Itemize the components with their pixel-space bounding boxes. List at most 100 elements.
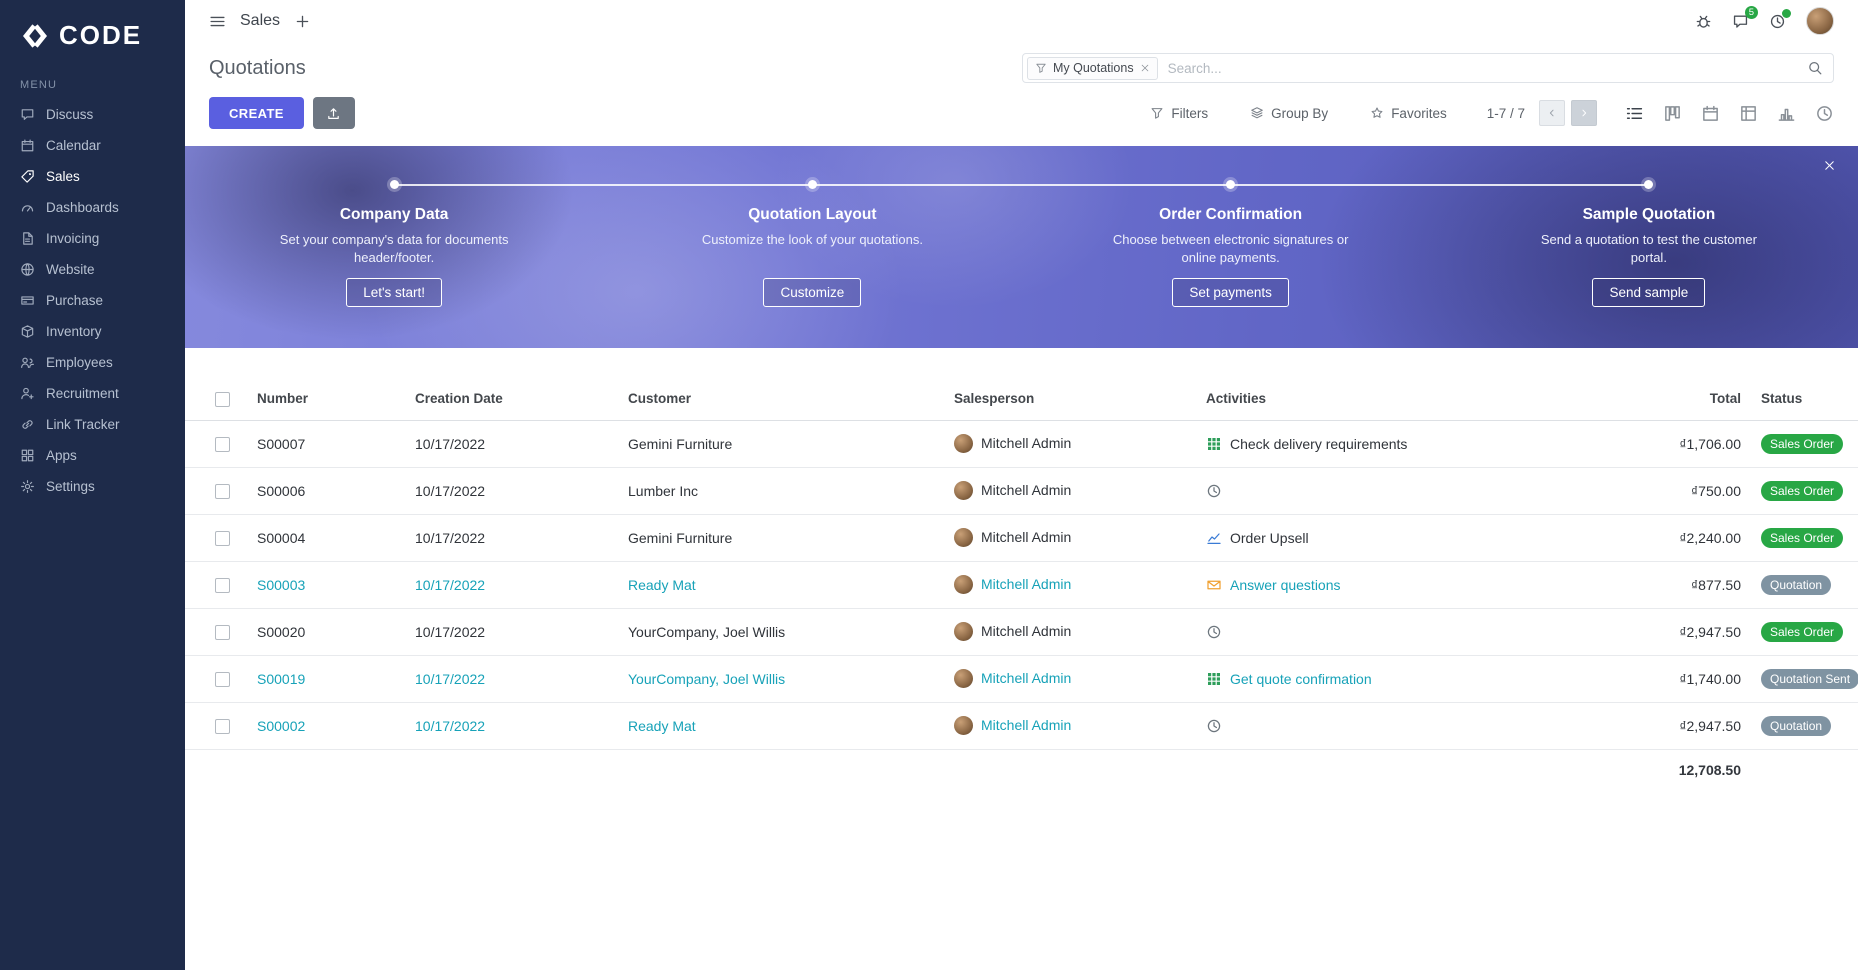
table-row[interactable]: S00003 10/17/2022 Ready Mat Mitchell Adm… xyxy=(185,561,1858,609)
row-checkbox[interactable] xyxy=(215,625,230,641)
cell-number[interactable]: S00004 xyxy=(247,514,405,562)
cell-activities[interactable]: Answer questions xyxy=(1196,561,1541,609)
pager-previous-button[interactable] xyxy=(1539,100,1565,126)
column-header-total[interactable]: Total xyxy=(1541,378,1751,421)
group-by-button[interactable]: Group By xyxy=(1244,105,1334,122)
search-submit-button[interactable] xyxy=(1807,60,1823,76)
cell-activities[interactable]: Get quote confirmation xyxy=(1196,655,1541,703)
messages-button[interactable]: 5 xyxy=(1732,5,1758,30)
debug-button[interactable] xyxy=(1695,13,1712,30)
banner-close-button[interactable] xyxy=(1817,158,1842,173)
column-header-creation-date[interactable]: Creation Date xyxy=(405,378,618,421)
sidebar-item-inventory[interactable]: Inventory xyxy=(0,316,185,347)
sidebar-item-label: Link Tracker xyxy=(46,417,120,432)
step-title: Sample Quotation xyxy=(1582,206,1716,223)
cell-number[interactable]: S00007 xyxy=(247,420,405,468)
row-checkbox[interactable] xyxy=(215,672,230,688)
sidebar-item-apps[interactable]: Apps xyxy=(0,440,185,471)
sidebar-item-employees[interactable]: Employees xyxy=(0,347,185,378)
view-graph-icon xyxy=(1777,104,1796,123)
upload-icon xyxy=(326,106,341,121)
pager-next-button[interactable] xyxy=(1571,100,1597,126)
cell-salesperson: Mitchell Admin xyxy=(944,702,1196,750)
sidebar-item-invoicing[interactable]: Invoicing xyxy=(0,223,185,254)
cell-activities[interactable] xyxy=(1196,467,1541,515)
view-activity-button[interactable] xyxy=(1815,104,1834,123)
import-button[interactable] xyxy=(312,97,355,129)
sidebar-item-calendar[interactable]: Calendar xyxy=(0,130,185,161)
cell-activities[interactable]: Order Upsell xyxy=(1196,514,1541,562)
hamburger-menu-button[interactable] xyxy=(209,13,226,30)
cell-number[interactable]: S00020 xyxy=(247,608,405,656)
sidebar-item-label: Sales xyxy=(46,169,80,184)
sidebar-item-discuss[interactable]: Discuss xyxy=(0,99,185,130)
view-list-button[interactable] xyxy=(1625,104,1644,123)
step-action-button[interactable]: Let's start! xyxy=(346,278,443,307)
table-header-row: Number Creation Date Customer Salesperso… xyxy=(185,378,1858,421)
column-header-number[interactable]: Number xyxy=(247,378,405,421)
column-header-salesperson[interactable]: Salesperson xyxy=(944,378,1196,421)
cell-activities[interactable] xyxy=(1196,702,1541,750)
cell-customer: Ready Mat xyxy=(618,702,944,750)
sidebar-item-website[interactable]: Website xyxy=(0,254,185,285)
column-header-status[interactable]: Status xyxy=(1751,378,1858,421)
search-input[interactable] xyxy=(1157,60,1807,76)
filters-button[interactable]: Filters xyxy=(1144,105,1214,122)
column-header-activities[interactable]: Activities xyxy=(1196,378,1541,421)
row-checkbox[interactable] xyxy=(215,719,230,735)
table-row[interactable]: S00019 10/17/2022 YourCompany, Joel Will… xyxy=(185,655,1858,703)
table-row[interactable]: S00020 10/17/2022 YourCompany, Joel Will… xyxy=(185,608,1858,656)
view-pivot-button[interactable] xyxy=(1739,104,1758,123)
view-kanban-button[interactable] xyxy=(1663,104,1682,123)
view-calendar-button[interactable] xyxy=(1701,104,1720,123)
table-row[interactable]: S00007 10/17/2022 Gemini Furniture Mitch… xyxy=(185,420,1858,468)
cell-activities[interactable] xyxy=(1196,608,1541,656)
cell-creation-date: 10/17/2022 xyxy=(405,561,618,609)
add-tab-button[interactable] xyxy=(294,13,311,30)
user-avatar[interactable] xyxy=(1806,7,1834,35)
view-graph-button[interactable] xyxy=(1777,104,1796,123)
search-options: Filters Group By Favorites xyxy=(1144,105,1452,122)
cell-number[interactable]: S00006 xyxy=(247,467,405,515)
facet-remove-button[interactable] xyxy=(1140,63,1150,73)
sidebar-item-dashboards[interactable]: Dashboards xyxy=(0,192,185,223)
column-header-customer[interactable]: Customer xyxy=(618,378,944,421)
table-row[interactable]: S00004 10/17/2022 Gemini Furniture Mitch… xyxy=(185,514,1858,562)
salesperson-avatar xyxy=(954,528,973,548)
step-action-button[interactable]: Customize xyxy=(763,278,862,307)
favorites-button[interactable]: Favorites xyxy=(1364,105,1453,122)
row-checkbox[interactable] xyxy=(215,484,230,500)
row-checkbox[interactable] xyxy=(215,437,230,453)
cell-customer: YourCompany, Joel Willis xyxy=(618,608,944,656)
step-action-button[interactable]: Send sample xyxy=(1592,278,1706,307)
status-badge: Quotation xyxy=(1761,574,1832,595)
search-facet-my-quotations[interactable]: My Quotations xyxy=(1027,56,1158,80)
search-bar[interactable]: My Quotations xyxy=(1022,53,1834,83)
sidebar-item-purchase[interactable]: Purchase xyxy=(0,285,185,316)
cell-number[interactable]: S00019 xyxy=(247,655,405,703)
select-all-checkbox[interactable] xyxy=(215,391,230,407)
sidebar-item-label: Apps xyxy=(46,448,77,463)
brand-logo[interactable]: CODE xyxy=(0,0,185,65)
cell-activities[interactable]: Check delivery requirements xyxy=(1196,420,1541,468)
step-title: Quotation Layout xyxy=(748,206,877,223)
sidebar-item-sales[interactable]: Sales xyxy=(0,161,185,192)
messages-count-badge: 5 xyxy=(1744,5,1758,19)
sidebar-item-recruitment[interactable]: Recruitment xyxy=(0,378,185,409)
cell-creation-date: 10/17/2022 xyxy=(405,608,618,656)
activities-button[interactable] xyxy=(1769,8,1791,30)
row-checkbox[interactable] xyxy=(215,578,230,594)
row-checkbox[interactable] xyxy=(215,531,230,547)
create-button[interactable]: CREATE xyxy=(209,97,304,129)
view-pivot-icon xyxy=(1739,104,1758,123)
table-row[interactable]: S00002 10/17/2022 Ready Mat Mitchell Adm… xyxy=(185,702,1858,750)
cell-number[interactable]: S00003 xyxy=(247,561,405,609)
sidebar-item-settings[interactable]: Settings xyxy=(0,471,185,502)
cell-status: Sales Order xyxy=(1751,608,1858,656)
sidebar-item-link-tracker[interactable]: Link Tracker xyxy=(0,409,185,440)
cell-total: ₫877.50 xyxy=(1541,561,1751,609)
quotations-list: Number Creation Date Customer Salesperso… xyxy=(185,378,1858,789)
cell-number[interactable]: S00002 xyxy=(247,702,405,750)
step-action-button[interactable]: Set payments xyxy=(1172,278,1289,307)
table-row[interactable]: S00006 10/17/2022 Lumber Inc Mitchell Ad… xyxy=(185,467,1858,515)
